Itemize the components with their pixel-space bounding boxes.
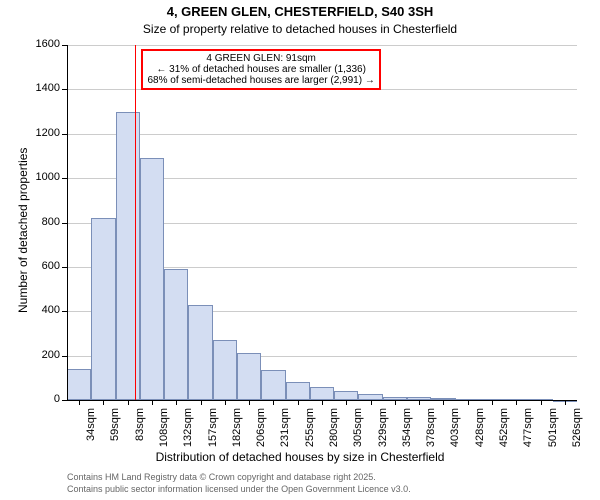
x-axis-line xyxy=(67,400,577,401)
footer-line2: Contains public sector information licen… xyxy=(67,484,411,494)
y-tick-label: 200 xyxy=(22,349,60,361)
callout-line1: 4 GREEN GLEN: 91sqm xyxy=(147,53,374,64)
callout-box: 4 GREEN GLEN: 91sqm← 31% of detached hou… xyxy=(141,49,380,90)
x-axis-label: Distribution of detached houses by size … xyxy=(0,450,600,464)
y-tick-label: 1200 xyxy=(22,127,60,139)
property-marker-line xyxy=(135,45,136,400)
histogram-bar xyxy=(140,158,164,400)
y-tick-label: 1400 xyxy=(22,82,60,94)
histogram-bar xyxy=(164,269,188,400)
y-tick-label: 400 xyxy=(22,304,60,316)
y-tick-label: 0 xyxy=(22,393,60,405)
histogram-bar xyxy=(310,387,334,400)
y-tick-label: 800 xyxy=(22,216,60,228)
chart-title-line2: Size of property relative to detached ho… xyxy=(0,22,600,36)
chart-title-line1: 4, GREEN GLEN, CHESTERFIELD, S40 3SH xyxy=(0,4,600,19)
callout-line2: ← 31% of detached houses are smaller (1,… xyxy=(147,64,374,75)
y-axis-line xyxy=(67,45,68,400)
footer-line1: Contains HM Land Registry data © Crown c… xyxy=(67,472,376,482)
histogram-bar xyxy=(91,218,115,400)
callout-line3: 68% of semi-detached houses are larger (… xyxy=(147,75,374,86)
plot-area: 0200400600800100012001400160034sqm59sqm8… xyxy=(67,45,577,400)
histogram-bar xyxy=(213,340,237,400)
y-tick-label: 600 xyxy=(22,260,60,272)
histogram-bar xyxy=(261,370,285,400)
histogram-bar xyxy=(237,353,261,400)
histogram-bar xyxy=(67,369,91,400)
y-tick-label: 1600 xyxy=(22,38,60,50)
y-tick-label: 1000 xyxy=(22,171,60,183)
gridline xyxy=(67,134,577,135)
histogram-bar xyxy=(334,391,358,400)
histogram-bar xyxy=(286,382,310,400)
gridline xyxy=(67,45,577,46)
histogram-bar xyxy=(188,305,212,400)
